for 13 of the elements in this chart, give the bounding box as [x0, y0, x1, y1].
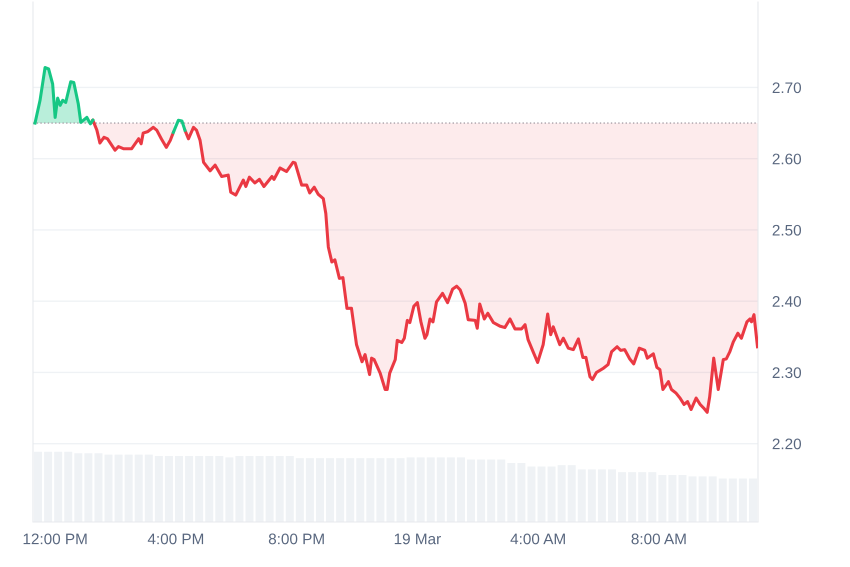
x-tick-label: 8:00 PM: [268, 534, 324, 544]
y-tick-label: 2.20: [772, 438, 802, 450]
x-tick-label: 4:00 PM: [148, 534, 204, 544]
y-tick-label: 2.60: [772, 154, 802, 164]
y-tick-label: 2.30: [772, 367, 802, 378]
x-tick-label: 19 Mar: [394, 534, 441, 544]
x-tick-label: 8:00 AM: [632, 534, 686, 544]
x-tick-label: 4:00 AM: [510, 534, 565, 544]
y-tick-label: 2.70: [772, 82, 802, 94]
x-tick-label: 12:00 PM: [24, 534, 87, 544]
y-tick-label: 2.50: [772, 224, 802, 236]
line-series: [172, 118, 186, 134]
y-tick-label: 2.40: [772, 296, 802, 307]
